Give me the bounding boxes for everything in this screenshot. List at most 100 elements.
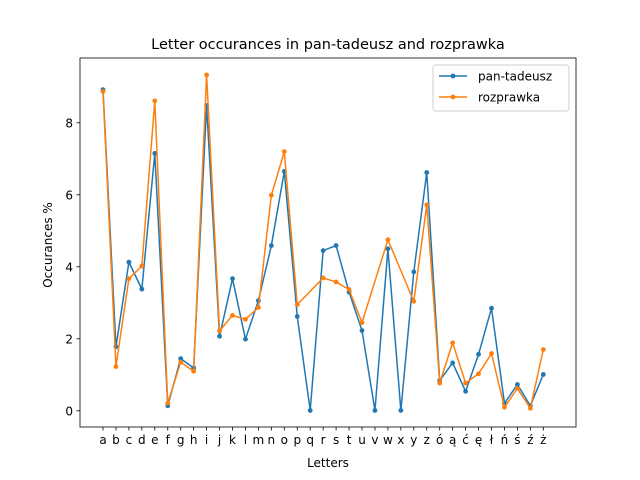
data-point-rozprawka-ł <box>489 351 494 356</box>
data-point-rozprawka-ś <box>515 386 520 391</box>
data-point-rozprawka-l <box>243 316 248 322</box>
x-tick-label-y: y <box>410 433 417 447</box>
data-point-pan-tadeusz-ł <box>489 305 494 311</box>
data-point-pan-tadeusz-p <box>294 314 300 319</box>
x-tick-label-t: t <box>347 433 352 447</box>
data-point-pan-tadeusz-n <box>268 243 274 248</box>
data-point-pan-tadeusz-r <box>320 248 326 254</box>
x-tick-label-v: v <box>371 433 378 447</box>
x-tick-label-ń: ń <box>501 433 509 447</box>
x-tick-label-q: q <box>306 433 314 447</box>
data-point-pan-tadeusz-s <box>333 243 339 248</box>
data-point-rozprawka-y <box>411 298 417 304</box>
x-tick-label-x: x <box>397 433 404 447</box>
chart-title: Letter occurances in pan-tadeusz and roz… <box>151 37 505 53</box>
data-point-pan-tadeusz-ż <box>540 372 546 377</box>
data-point-pan-tadeusz-l <box>243 336 248 342</box>
x-tick-label-s: s <box>333 433 339 447</box>
data-point-pan-tadeusz-j <box>217 333 222 339</box>
data-point-rozprawka-ż <box>540 347 546 352</box>
y-tick-label-2: 2 <box>65 332 73 346</box>
data-point-pan-tadeusz-u <box>359 328 365 333</box>
data-point-pan-tadeusz-ć <box>463 388 468 394</box>
data-point-pan-tadeusz-e <box>152 151 158 156</box>
x-tick-label-w: w <box>383 433 393 447</box>
axes-frame <box>79 57 577 428</box>
x-tick-label-u: u <box>358 433 366 447</box>
data-point-pan-tadeusz-y <box>411 269 417 275</box>
x-tick-label-ó: ó <box>436 433 443 447</box>
data-point-rozprawka-w <box>385 237 391 243</box>
y-tick-label-8: 8 <box>65 116 73 130</box>
x-tick-label-ś: ś <box>514 433 520 447</box>
legend-label-rozprawka: rozprawka <box>478 91 540 105</box>
x-tick-label-ą: ą <box>449 433 456 447</box>
data-point-rozprawka-z <box>424 202 430 208</box>
data-point-rozprawka-ę <box>476 371 481 377</box>
x-tick-label-ł: ł <box>490 433 494 447</box>
x-tick-label-h: h <box>190 433 198 447</box>
data-point-pan-tadeusz-x <box>398 408 404 413</box>
x-tick-label-m: m <box>253 433 265 447</box>
data-point-rozprawka-ń <box>502 404 507 410</box>
legend-label-pan-tadeusz: pan-tadeusz <box>478 70 552 84</box>
data-point-pan-tadeusz-d <box>139 286 145 292</box>
data-point-pan-tadeusz-ą <box>450 360 456 366</box>
plot-area: a b c d e f g h i j k l m n o p q r s t u v w x y z ó ą ć ę ł ń ś ź ż 0 2 4 6 8 <box>65 57 577 447</box>
x-tick-label-ź: ź <box>527 433 533 447</box>
data-point-rozprawka-p <box>294 302 300 307</box>
y-tick-label-6: 6 <box>65 188 73 202</box>
data-point-pan-tadeusz-q <box>307 408 313 413</box>
legend: pan-tadeusz rozprawka <box>432 64 570 112</box>
y-tick-label-0: 0 <box>65 404 73 418</box>
data-point-rozprawka-o <box>281 149 287 155</box>
x-tick-label-a: a <box>99 433 106 447</box>
data-point-rozprawka-i <box>204 72 210 78</box>
data-point-rozprawka-s <box>333 279 339 285</box>
x-tick-label-i: i <box>205 433 208 447</box>
legend-marker-pan-tadeusz <box>450 73 456 79</box>
data-point-rozprawka-n <box>268 192 274 198</box>
data-point-pan-tadeusz-c <box>126 259 132 265</box>
data-point-rozprawka-ć <box>463 380 468 386</box>
data-point-rozprawka-u <box>359 320 365 325</box>
x-tick-label-b: b <box>112 433 120 447</box>
x-tick-label-n: n <box>268 433 276 447</box>
data-point-pan-tadeusz-z <box>424 170 430 175</box>
data-point-rozprawka-b <box>113 364 119 369</box>
x-tick-label-c: c <box>126 433 133 447</box>
x-tick-label-o: o <box>281 433 288 447</box>
y-tick-label-4: 4 <box>65 260 73 274</box>
data-point-rozprawka-j <box>217 328 222 334</box>
data-point-rozprawka-d <box>139 263 145 269</box>
x-tick-label-r: r <box>321 433 326 447</box>
data-point-pan-tadeusz-v <box>372 408 378 413</box>
data-point-rozprawka-k <box>230 313 235 318</box>
data-point-rozprawka-h <box>191 368 197 374</box>
x-tick-label-ż: ż <box>540 433 546 447</box>
data-point-rozprawka-m <box>256 305 261 310</box>
data-point-rozprawka-ą <box>450 340 456 346</box>
data-point-pan-tadeusz-k <box>230 276 235 282</box>
x-tick-label-j: j <box>217 433 221 447</box>
data-point-rozprawka-c <box>126 276 132 282</box>
x-tick-label-l: l <box>244 433 247 447</box>
data-point-pan-tadeusz-ś <box>515 382 520 387</box>
x-tick-label-d: d <box>138 433 146 447</box>
x-tick-label-ę: ę <box>475 433 482 447</box>
data-point-rozprawka-r <box>320 275 326 281</box>
data-point-pan-tadeusz-ę <box>476 351 481 357</box>
x-tick-label-f: f <box>166 433 171 447</box>
y-axis-label: Occurances % <box>41 202 55 288</box>
data-point-rozprawka-ź <box>527 405 533 411</box>
data-point-rozprawka-e <box>152 98 158 104</box>
data-point-rozprawka-f <box>165 400 171 406</box>
x-axis-label: Letters <box>307 456 349 470</box>
data-point-pan-tadeusz-w <box>385 246 391 252</box>
legend-marker-rozprawka <box>450 94 456 100</box>
x-tick-label-g: g <box>177 433 185 447</box>
data-point-rozprawka-a <box>100 89 106 94</box>
x-tick-label-k: k <box>229 433 236 447</box>
x-tick-label-ć: ć <box>462 433 469 447</box>
